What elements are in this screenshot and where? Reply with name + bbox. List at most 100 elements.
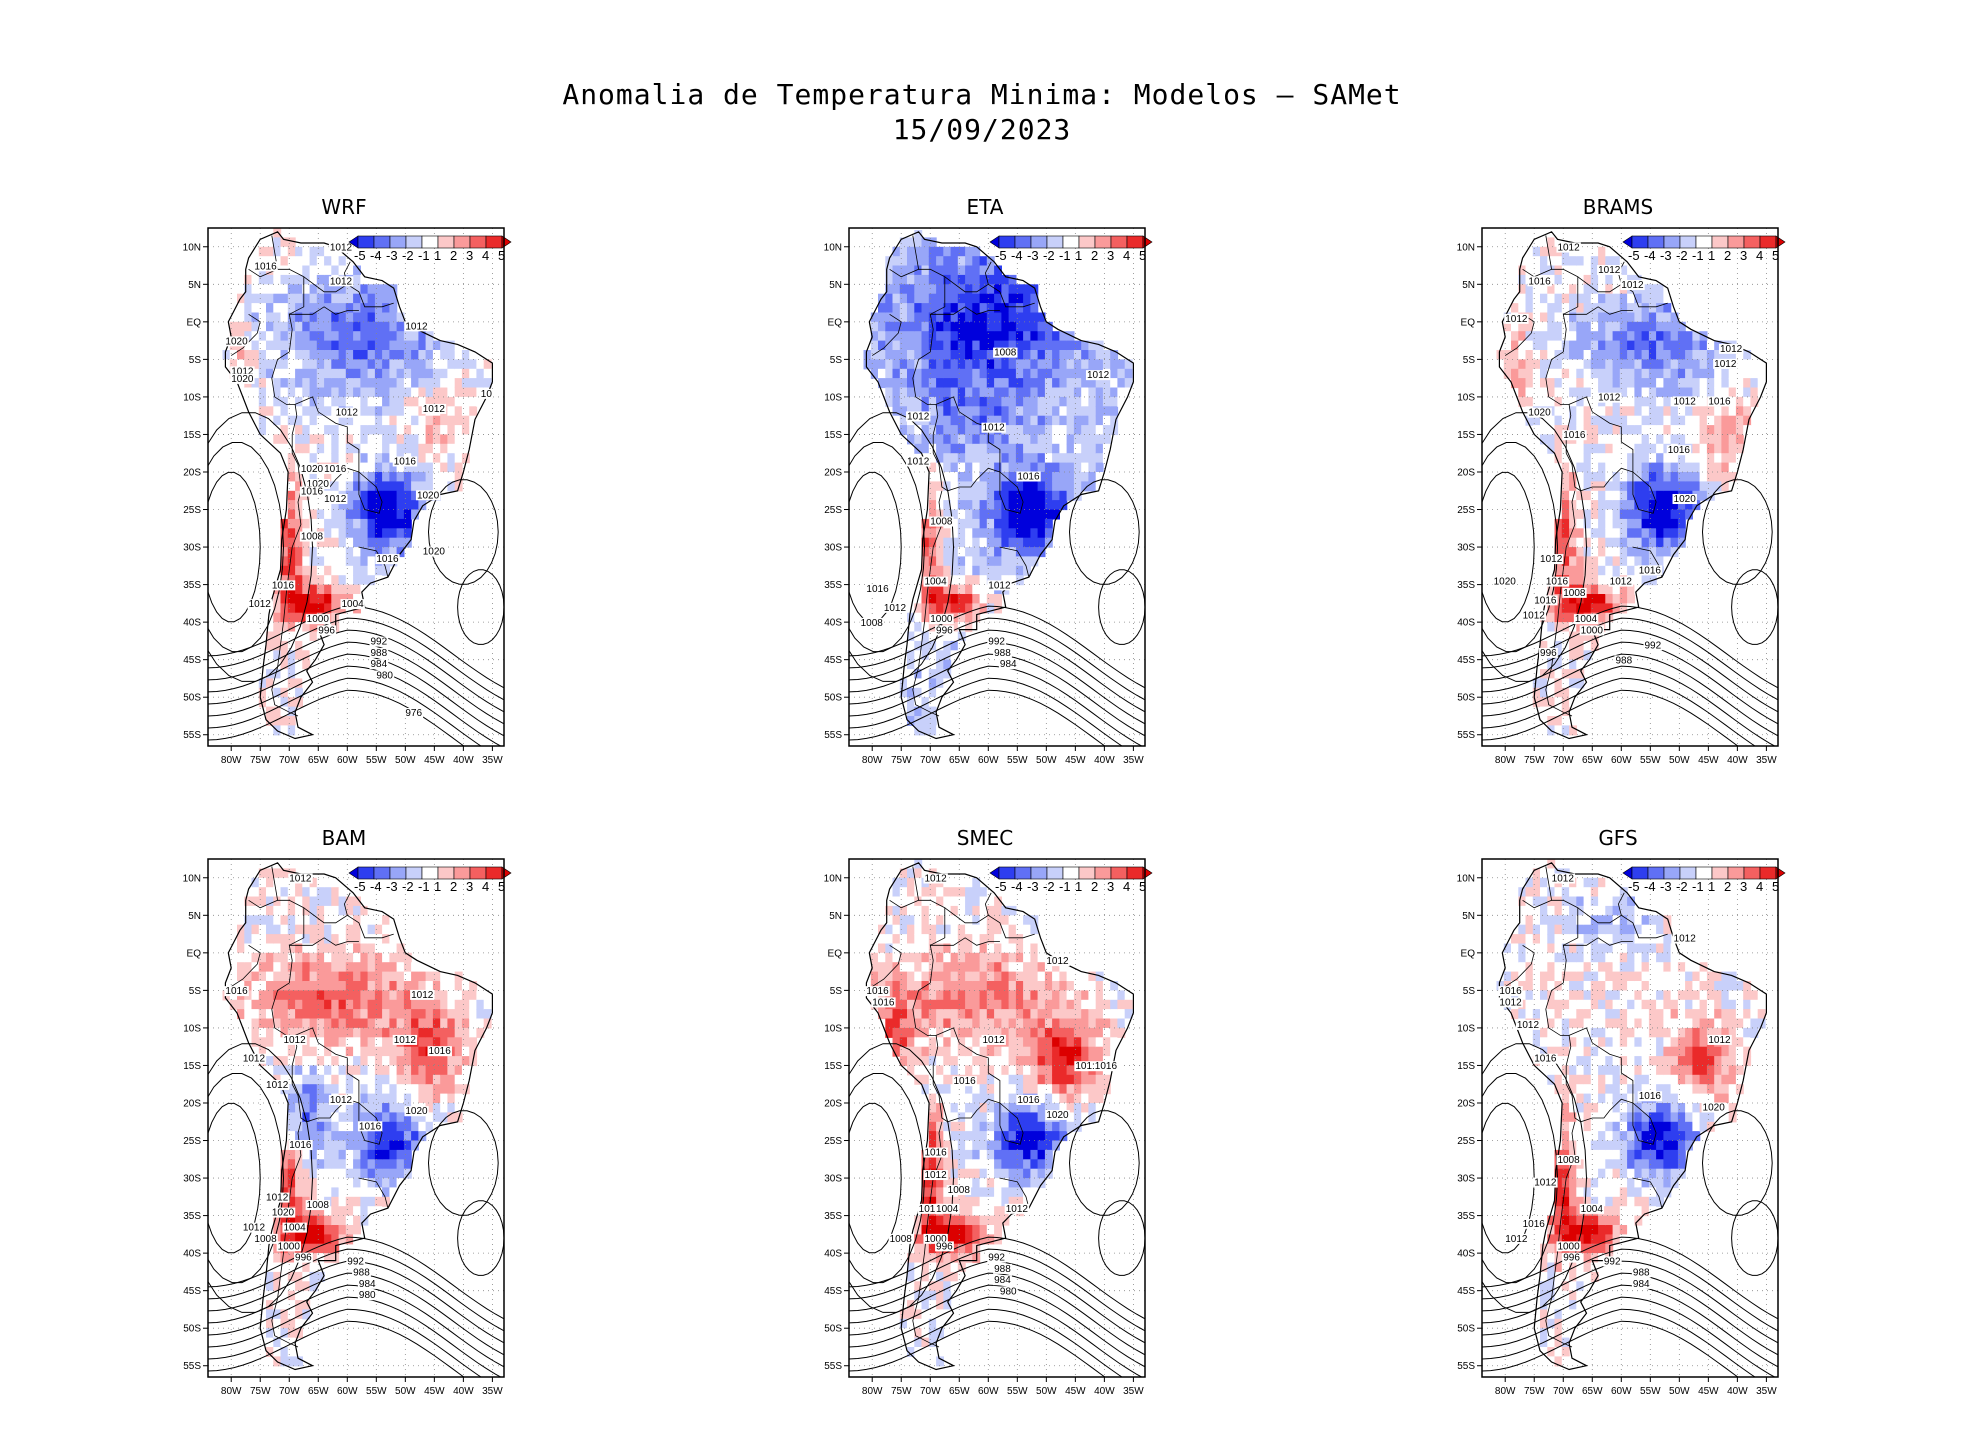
lat-tick-label: 15S bbox=[183, 1061, 201, 1072]
pressure-label-bg bbox=[981, 1034, 1006, 1045]
pressure-label: 1016 bbox=[376, 554, 399, 565]
pressure-label-bg bbox=[929, 516, 954, 527]
pressure-label: 980 bbox=[359, 1290, 376, 1301]
pressure-label: 1016 bbox=[1534, 595, 1557, 606]
colorbar-swatch bbox=[1062, 866, 1080, 880]
pressure-label: 984 bbox=[994, 1275, 1011, 1286]
pressure-label-bg bbox=[1556, 1241, 1581, 1252]
lat-tick-label: 10N bbox=[824, 873, 842, 884]
lon-tick-label: 80W bbox=[221, 755, 242, 766]
pressure-label: 1012 bbox=[1505, 314, 1528, 325]
lon-tick-label: 60W bbox=[1611, 1386, 1632, 1397]
lon-tick-label: 75W bbox=[250, 1386, 271, 1397]
colorbar-swatch bbox=[1062, 235, 1080, 249]
pressure-label: 1016 bbox=[272, 580, 295, 591]
pressure-label-bg bbox=[276, 1241, 302, 1252]
lat-tick-label: 20S bbox=[183, 1098, 201, 1109]
colorbar-swatch bbox=[1014, 866, 1032, 880]
colorbar-label: 3 bbox=[1107, 879, 1114, 894]
pressure-label-bg bbox=[323, 463, 348, 474]
colorbar-swatch bbox=[469, 866, 487, 880]
pressure-label-bg bbox=[340, 599, 365, 610]
pressure-label: 1000 bbox=[278, 1241, 301, 1252]
lon-tick-label: 45W bbox=[1065, 755, 1086, 766]
lon-tick-label: 40W bbox=[453, 1386, 474, 1397]
pressure-label: 1016 bbox=[924, 1148, 947, 1159]
lat-tick-label: 15S bbox=[183, 430, 201, 441]
pressure-label-bg bbox=[1085, 370, 1111, 381]
pressure-label: 1020 bbox=[272, 1208, 295, 1219]
colorbar-label: -1 bbox=[1059, 879, 1071, 894]
pressure-label-bg bbox=[369, 647, 389, 658]
lon-tick-label: 55W bbox=[366, 755, 387, 766]
pressure-label-bg bbox=[1602, 1256, 1622, 1267]
pressure-label-bg bbox=[935, 1241, 954, 1252]
lat-tick-label: 55S bbox=[183, 730, 201, 741]
pressure-label: 1012 bbox=[330, 1095, 353, 1106]
pressure-label-bg bbox=[1492, 576, 1518, 587]
pressure-label-bg bbox=[993, 1275, 1012, 1286]
lat-tick-label: 25S bbox=[183, 1136, 201, 1147]
pressure-label: 1012 bbox=[1517, 1020, 1540, 1031]
pressure-label: 984 bbox=[1633, 1279, 1650, 1290]
colorbar-label: 3 bbox=[466, 879, 473, 894]
pressure-label-bg bbox=[1597, 392, 1622, 403]
pressure-label: 1016 bbox=[1563, 430, 1586, 441]
lon-tick-label: 75W bbox=[250, 755, 271, 766]
pressure-label: 1016 bbox=[254, 261, 277, 272]
pressure-label-bg bbox=[882, 602, 908, 613]
colorbar-label: -3 bbox=[1660, 248, 1672, 263]
pressure-label: 1016 bbox=[1017, 1095, 1040, 1106]
lon-tick-label: 80W bbox=[1495, 755, 1516, 766]
lon-tick-label: 55W bbox=[1007, 1386, 1028, 1397]
lat-tick-label: 45S bbox=[183, 655, 201, 666]
lat-tick-label: 30S bbox=[183, 543, 201, 554]
colorbar-label: 3 bbox=[466, 248, 473, 263]
lon-tick-label: 70W bbox=[920, 1386, 941, 1397]
pressure-label: 1008 bbox=[301, 532, 324, 543]
pressure-label-bg bbox=[1637, 1091, 1663, 1102]
colorbar-label: -4 bbox=[370, 879, 382, 894]
pressure-label-bg bbox=[1004, 1203, 1030, 1214]
pressure-label-bg bbox=[1718, 343, 1744, 354]
colorbar-swatch bbox=[1030, 866, 1048, 880]
colorbar-label: 5 bbox=[1772, 248, 1779, 263]
pressure-label-bg bbox=[929, 614, 954, 625]
lat-tick-label: 10S bbox=[824, 1023, 842, 1034]
lat-tick-label: EQ bbox=[1461, 948, 1476, 959]
pressure-label: 1012 bbox=[1540, 554, 1563, 565]
lat-tick-label: 5N bbox=[829, 911, 842, 922]
lat-tick-label: 10S bbox=[183, 1023, 201, 1034]
pressure-label: 1000 bbox=[924, 1234, 947, 1245]
pressure-label-bg bbox=[993, 647, 1012, 658]
pressure-label: 988 bbox=[371, 648, 388, 659]
pressure-label: 996 bbox=[936, 625, 953, 636]
lat-tick-label: 40S bbox=[1457, 1249, 1475, 1260]
pressure-label-bg bbox=[404, 321, 429, 332]
lat-tick-label: EQ bbox=[828, 948, 843, 959]
colorbar-label: 5 bbox=[498, 879, 505, 894]
colorbar-label: -3 bbox=[386, 248, 398, 263]
lon-tick-label: 50W bbox=[1036, 1386, 1057, 1397]
pressure-label-bg bbox=[1672, 933, 1697, 944]
pressure-label: 1008 bbox=[254, 1234, 277, 1245]
lon-tick-label: 75W bbox=[1524, 1386, 1545, 1397]
lon-tick-label: 40W bbox=[1094, 755, 1115, 766]
pressure-label: 984 bbox=[1000, 659, 1017, 670]
pressure-label-bg bbox=[317, 625, 337, 636]
colorbar-swatch bbox=[1711, 866, 1729, 880]
pressure-label: 996 bbox=[295, 1253, 312, 1264]
colorbar-label: -5 bbox=[1628, 248, 1640, 263]
pressure-label: 1016 bbox=[1499, 986, 1522, 997]
colorbar-label: 3 bbox=[1740, 248, 1747, 263]
pressure-label: 980 bbox=[1000, 1286, 1017, 1297]
colorbar-label: -2 bbox=[1043, 248, 1055, 263]
pressure-label-bg bbox=[404, 1106, 429, 1117]
pressure-label: 992 bbox=[371, 637, 388, 648]
pressure-label-bg bbox=[328, 242, 354, 253]
pressure-label-bg bbox=[1504, 313, 1529, 324]
pressure-label-bg bbox=[1631, 1267, 1651, 1278]
pressure-label-bg bbox=[952, 1076, 977, 1087]
pressure-label-bg bbox=[993, 347, 1018, 358]
